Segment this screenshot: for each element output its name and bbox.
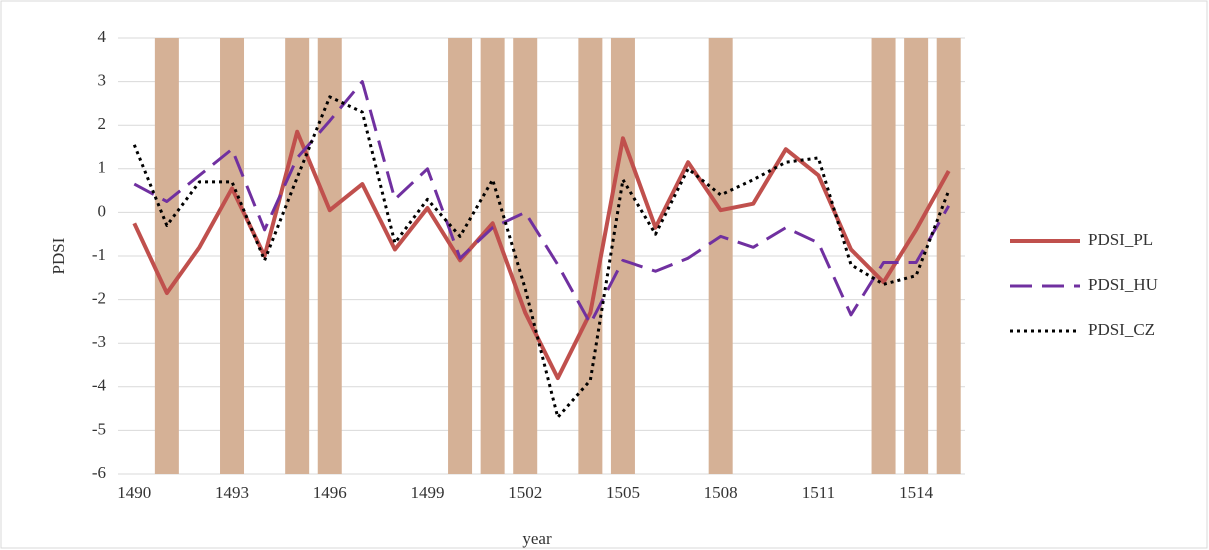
shaded-bar xyxy=(154,38,179,474)
line-series xyxy=(132,129,951,381)
shaded-bar xyxy=(285,38,310,474)
y-tick-label: -5 xyxy=(92,419,106,438)
y-tick-label: -2 xyxy=(92,289,106,308)
shaded-bar xyxy=(610,38,635,474)
x-tick-label: 1505 xyxy=(606,483,640,502)
y-tick-label: -4 xyxy=(92,376,107,395)
shaded-bar xyxy=(936,38,961,474)
shaded-bar xyxy=(578,38,603,474)
x-tick-label: 1502 xyxy=(508,483,542,502)
x-tick-label: 1493 xyxy=(215,483,249,502)
y-tick-label: 1 xyxy=(98,158,107,177)
x-tick-label: 1514 xyxy=(899,483,934,502)
legend-label: PDSI_HU xyxy=(1088,275,1158,294)
x-tick-label: 1496 xyxy=(313,483,347,502)
shaded-bar xyxy=(220,38,245,474)
shaded-bar xyxy=(871,38,896,474)
shaded-bar xyxy=(904,38,929,474)
x-tick-label: 1511 xyxy=(802,483,835,502)
y-tick-label: -1 xyxy=(92,245,106,264)
x-tick-label: 1490 xyxy=(117,483,151,502)
y-axis-label: PDSI xyxy=(49,237,68,274)
shaded-bar xyxy=(317,38,342,474)
y-tick-label: 2 xyxy=(98,114,107,133)
y-tick-label: 3 xyxy=(98,71,107,90)
x-tick-label: 1499 xyxy=(410,483,444,502)
line-series xyxy=(133,80,951,326)
shaded-bar xyxy=(513,38,538,474)
x-axis-label: year xyxy=(522,529,552,548)
y-tick-label: 4 xyxy=(98,27,107,46)
legend-label: PDSI_PL xyxy=(1088,230,1153,249)
y-tick-label: 0 xyxy=(98,201,107,220)
y-tick-label: -3 xyxy=(92,332,106,351)
shaded-bar xyxy=(480,38,505,474)
y-tick-label: -6 xyxy=(92,463,106,482)
x-tick-label: 1508 xyxy=(704,483,738,502)
shaded-bar xyxy=(708,38,733,474)
line-series xyxy=(132,95,951,419)
legend-label: PDSI_CZ xyxy=(1088,320,1155,339)
